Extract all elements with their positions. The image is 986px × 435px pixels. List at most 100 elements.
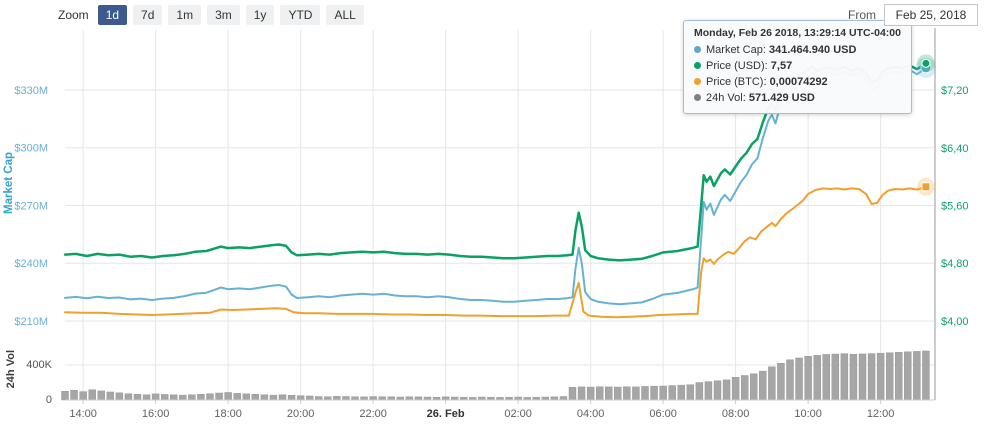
volume-bar: [595, 386, 604, 401]
zoom-button-ytd[interactable]: YTD: [280, 5, 321, 25]
volume-bar: [614, 386, 622, 401]
market-cap-tick-label: $270M: [14, 200, 48, 212]
volume-bar: [170, 394, 178, 401]
volume-bar: [668, 385, 676, 401]
volume-bar: [650, 385, 658, 401]
market-cap-tick-label: $210M: [14, 316, 48, 328]
volume-bar: [623, 386, 631, 401]
series-color-dot-icon: [694, 46, 701, 53]
volume-bar: [759, 370, 767, 401]
volume-bar: [224, 392, 232, 401]
volume-bar: [913, 351, 921, 401]
volume-bar: [876, 352, 885, 401]
zoom-button-1y[interactable]: 1y: [245, 5, 275, 25]
volume-bar: [106, 391, 115, 401]
volume-bar: [722, 379, 731, 401]
volume-bar: [369, 396, 377, 401]
tooltip-timestamp: Monday, Feb 26 2018, 13:29:14 UTC-04:00: [694, 27, 901, 39]
zoom-button-1m[interactable]: 1m: [168, 5, 202, 25]
volume-bar: [142, 394, 151, 401]
latest-point-markers: [915, 54, 936, 196]
volume-bar: [895, 352, 903, 401]
volume-bar: [115, 392, 124, 401]
latest-point-marker-price_usd[interactable]: [921, 58, 931, 68]
volume-bar: [124, 393, 133, 401]
volume-bar: [804, 356, 812, 401]
volume-bar: [242, 393, 250, 401]
volume-bar: [713, 380, 722, 401]
tooltip-row: Market Cap: 341.464.940 USD: [694, 42, 901, 58]
volume-bar: [296, 395, 305, 401]
volume-bar: [215, 392, 223, 401]
x-axis-tick-label: 08:00: [722, 408, 750, 420]
tooltip-row-value: 571.429 USD: [748, 92, 815, 104]
volume-bar: [840, 353, 849, 401]
tooltip-rows: Market Cap: 341.464.940 USD Price (USD): …: [694, 42, 901, 106]
volume-bar: [160, 394, 169, 401]
x-axis-tick-label: 12:00: [867, 408, 895, 420]
volume-bar: [61, 391, 69, 401]
price-usd-tick-label: $4,00: [941, 316, 969, 328]
series-color-dot-icon: [694, 62, 701, 69]
market-cap-tick-label: $300M: [14, 143, 48, 155]
volume-bar: [822, 354, 830, 401]
volume-bar: [885, 352, 894, 401]
x-axis-tick-label: 16:00: [142, 408, 170, 420]
from-date-group: From: [848, 4, 978, 26]
volume-bar: [586, 386, 595, 401]
volume-bar: [260, 394, 269, 401]
chart-tooltip: Monday, Feb 26 2018, 13:29:14 UTC-04:00 …: [683, 20, 912, 114]
x-axis-tick-label: 18:00: [214, 408, 242, 420]
volume-bar: [197, 394, 205, 401]
volume-bar: [151, 393, 160, 401]
latest-point-marker-price_btc[interactable]: [921, 182, 931, 192]
volume-bar: [659, 385, 667, 401]
volume-bar: [233, 393, 241, 401]
market-cap-tick-label: $330M: [14, 85, 48, 97]
volume-bar: [342, 396, 350, 401]
zoom-button-1d[interactable]: 1d: [97, 5, 128, 25]
volume-bar: [813, 355, 821, 401]
volume-bar: [79, 391, 87, 401]
volume-bar: [750, 373, 758, 401]
market-cap-tick-label: $240M: [14, 258, 48, 270]
x-axis-tick-label: 04:00: [577, 408, 605, 420]
x-axis-tick-label: 14:00: [69, 408, 97, 420]
volume-bar: [97, 390, 105, 401]
volume-bar: [922, 350, 930, 401]
x-axis-tick-label: 22:00: [359, 408, 387, 420]
volume-bar: [777, 363, 785, 401]
volume-bar: [333, 396, 341, 401]
volume-bar: [849, 354, 858, 401]
x-axis-tick-label: 26. Feb: [427, 408, 465, 420]
volume-bar: [70, 389, 78, 401]
tooltip-row: Price (BTC): 0,00074292: [694, 74, 901, 90]
x-axis-tick-label: 10:00: [794, 408, 822, 420]
volume-tick-label: 400K: [26, 359, 52, 371]
volume-bar: [559, 396, 568, 401]
volume-axis-title: 24h Vol: [5, 350, 17, 389]
from-label: From: [848, 8, 876, 22]
tooltip-row: 24h Vol: 571.429 USD: [694, 90, 901, 106]
volume-tick-label: 0: [46, 394, 52, 406]
from-date-input[interactable]: [884, 4, 978, 26]
volume-bar: [577, 386, 586, 401]
zoom-button-all[interactable]: ALL: [326, 5, 364, 25]
volume-bar: [179, 394, 187, 401]
x-axis-tick-label: 20:00: [287, 408, 315, 420]
volume-bar: [795, 357, 803, 401]
volume-bar: [632, 386, 640, 401]
tooltip-row-label: Price (BTC):: [706, 76, 770, 88]
series-line-price_btc: [64, 185, 927, 319]
volume-bar: [677, 384, 685, 401]
zoom-button-7d[interactable]: 7d: [133, 5, 163, 25]
zoom-button-3m[interactable]: 3m: [207, 5, 240, 25]
volume-bar: [731, 377, 740, 401]
volume-bar: [695, 382, 704, 401]
volume-bar: [568, 387, 577, 401]
series-color-dot-icon: [694, 78, 701, 85]
zoom-label: Zoom: [58, 8, 89, 22]
volume-bar: [278, 394, 287, 401]
x-axis-tick-label: 06:00: [649, 408, 677, 420]
market-cap-axis-title: Market Cap: [3, 152, 15, 214]
